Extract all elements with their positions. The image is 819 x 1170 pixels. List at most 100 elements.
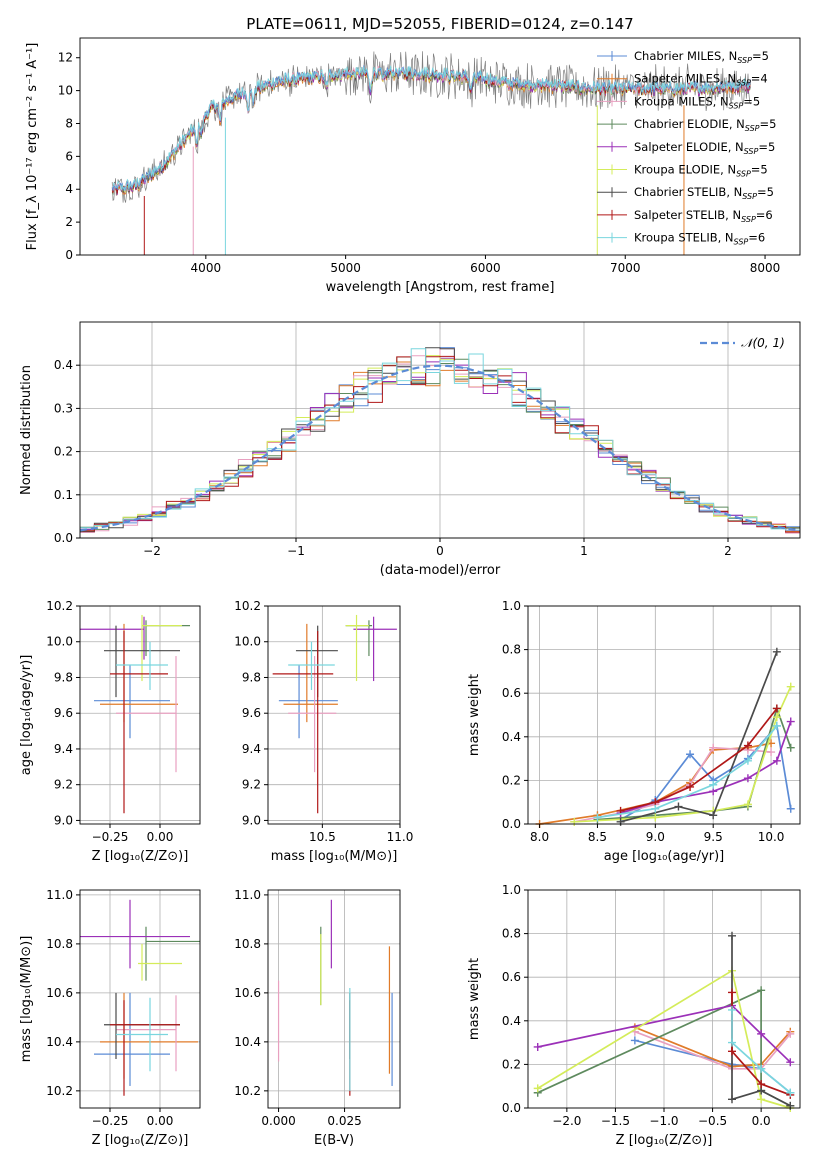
spectrum-marks xyxy=(111,51,751,255)
weight-point-marker xyxy=(728,1005,736,1014)
y-tick-label: 0 xyxy=(65,248,73,262)
weight-point-marker xyxy=(772,713,781,722)
weight-vs-Z-panel: −2.0 −1.5 −1.0 −0.5 0.0 0.0 0.2 0.4 0.6 0.8 1.0 Z [… xyxy=(467,883,801,1148)
y-tick-label: 9.0 xyxy=(54,813,73,827)
y-tick-label: 6 xyxy=(65,149,73,163)
weight-line-salpeter-stelib xyxy=(620,707,778,812)
weight-point-marker xyxy=(651,813,660,822)
y-tick-label: 0.0 xyxy=(502,817,521,831)
x-axis-label: E(B-V) xyxy=(314,1133,354,1148)
legend-entry: Kroupa ELODIE, NSSP=5 xyxy=(634,163,768,179)
x-axis-label: Z [log₁₀(Z/Z⊙)] xyxy=(92,849,189,864)
spectrum-legend: Chabrier MILES, NSSP=5 Salpeter MILES, NS… xyxy=(597,49,776,247)
weight-point-marker xyxy=(786,682,795,691)
gaussian-curve xyxy=(79,364,801,532)
y-tick-label: 10.0 xyxy=(46,635,73,649)
histogram-kroupa-elodie xyxy=(80,355,800,532)
legend-entry: 𝒩(0, 1) xyxy=(741,336,785,350)
y-axis-label: age [log₁₀(age/yr)] xyxy=(19,655,34,776)
y-tick-label: 0.6 xyxy=(502,970,521,984)
weight-line-kroupa-miles xyxy=(574,746,772,823)
x-axis-label: Z [log₁₀(Z/Z⊙)] xyxy=(616,1133,713,1148)
weight-line-salpeter-elodie xyxy=(537,1004,791,1063)
y-axis-label: Normed distribution xyxy=(19,365,34,495)
y-tick-label: 9.2 xyxy=(54,778,73,792)
weight-point-marker xyxy=(709,811,718,820)
age-vs-Z-marks xyxy=(80,614,190,814)
x-tick-label: −2 xyxy=(143,544,161,558)
axes-frame xyxy=(79,37,801,256)
x-tick-label: 8.0 xyxy=(530,830,549,844)
axes-frame xyxy=(79,889,201,1109)
y-tick-label: 10.4 xyxy=(46,1035,73,1049)
weight-point-marker xyxy=(786,717,795,726)
weight-point-marker xyxy=(728,1047,736,1056)
x-tick-label: 0.025 xyxy=(327,1114,361,1128)
weight-point-marker xyxy=(757,1095,766,1104)
weight-point-marker xyxy=(709,780,718,789)
weight-point-marker xyxy=(686,750,695,759)
y-tick-label: 10 xyxy=(58,84,73,98)
x-tick-label: 10.0 xyxy=(758,830,785,844)
weight-point-marker xyxy=(533,1084,542,1093)
weight-point-marker xyxy=(616,817,625,826)
weight-point-marker xyxy=(686,782,695,791)
residuals-marks xyxy=(79,347,801,534)
x-tick-label: 0.000 xyxy=(261,1114,295,1128)
y-tick-label: 0.2 xyxy=(502,1057,521,1071)
weight-point-marker xyxy=(728,988,736,997)
x-axis-label: Z [log₁₀(Z/Z⊙)] xyxy=(92,1133,189,1148)
x-axis-label: mass [log₁₀(M/M⊙)] xyxy=(271,849,398,864)
weight-line-kroupa-stelib xyxy=(731,1009,791,1094)
weight-line-chabrier-stelib xyxy=(620,651,778,823)
weight-point-marker xyxy=(772,704,781,713)
legend-entry: Kroupa MILES, NSSP=5 xyxy=(634,94,760,110)
y-tick-label: 9.2 xyxy=(242,778,261,792)
weight-point-marker xyxy=(786,1029,795,1038)
y-tick-label: 9.8 xyxy=(242,670,261,684)
axes-frame xyxy=(267,889,401,1109)
weight-vs-age-marks xyxy=(535,647,795,828)
weight-point-marker xyxy=(772,721,781,730)
y-tick-label: 0.2 xyxy=(502,773,521,787)
weight-point-marker xyxy=(757,986,766,995)
y-tick-label: 0.3 xyxy=(54,401,73,415)
y-tick-label: 10.2 xyxy=(46,1084,73,1098)
axes-frame xyxy=(267,605,401,825)
y-tick-label: 4 xyxy=(65,182,73,196)
mass-vs-EBV-panel: 0.000 0.025 10.2 10.4 10.6 10.8 11.0 E(B-V) xyxy=(234,888,401,1148)
y-tick-label: 0.0 xyxy=(54,531,73,545)
weight-point-marker xyxy=(772,647,781,656)
x-tick-label: 4000 xyxy=(191,261,222,275)
x-axis-label: age [log₁₀(age/yr)] xyxy=(604,849,725,864)
weight-point-marker xyxy=(772,756,781,765)
y-axis-label: mass weight xyxy=(467,674,482,756)
histogram-salpeter-stelib xyxy=(80,355,800,533)
weight-point-marker xyxy=(630,1036,639,1045)
weight-point-marker xyxy=(786,1101,795,1110)
x-axis-label: wavelength [Angstrom, rest frame] xyxy=(326,280,555,295)
y-tick-label: 10.2 xyxy=(234,1084,261,1098)
y-tick-label: 9.8 xyxy=(54,670,73,684)
x-tick-label: 0.0 xyxy=(752,1114,771,1128)
y-tick-label: 2 xyxy=(65,215,73,229)
weight-point-marker xyxy=(743,741,752,750)
y-tick-label: 0.8 xyxy=(502,927,521,941)
weight-point-marker xyxy=(757,1029,766,1038)
weight-line-salpeter-elodie xyxy=(620,721,792,814)
y-tick-label: 0.4 xyxy=(502,730,521,744)
y-tick-label: 10.2 xyxy=(234,599,261,613)
weight-point-marker xyxy=(786,1058,795,1067)
y-tick-label: 0.1 xyxy=(54,488,73,502)
weight-point-marker xyxy=(728,1038,736,1047)
y-tick-label: 10.8 xyxy=(234,937,261,951)
y-tick-label: 10.6 xyxy=(46,986,73,1000)
y-tick-label: 0.6 xyxy=(502,686,521,700)
y-tick-label: 0.0 xyxy=(502,1101,521,1115)
axes-frame xyxy=(527,605,801,825)
weight-point-marker xyxy=(728,1095,736,1104)
x-axis-label: (data-model)/error xyxy=(380,563,501,578)
x-tick-label: 6000 xyxy=(470,261,501,275)
weight-point-marker xyxy=(786,804,795,813)
histogram-chabrier-stelib xyxy=(80,347,800,533)
